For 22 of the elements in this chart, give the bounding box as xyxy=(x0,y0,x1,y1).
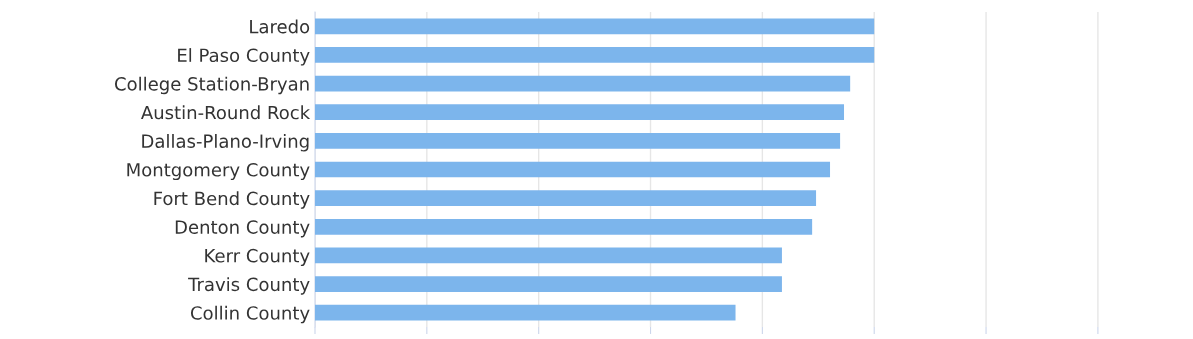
y-tick-label: College Station-Bryan xyxy=(114,76,309,95)
y-tick-label: Kerr County xyxy=(205,248,310,267)
bar xyxy=(315,190,817,207)
bar xyxy=(315,18,875,35)
bar xyxy=(315,276,782,292)
y-tick-label: Collin County xyxy=(190,305,310,324)
y-tick-label: Montgomery County xyxy=(127,162,310,181)
bar xyxy=(315,161,831,178)
y-tick-label: Laredo xyxy=(250,19,310,34)
y-tick-label: Denton County xyxy=(175,220,310,238)
bar xyxy=(315,75,851,92)
y-tick-label: El Paso County xyxy=(178,48,310,66)
y-tick-label: Fort Bend County xyxy=(154,191,310,209)
bar xyxy=(315,47,875,63)
bar xyxy=(315,132,841,149)
bar xyxy=(315,104,845,121)
bar xyxy=(315,247,782,264)
y-tick-label: Dallas-Plano-Irving xyxy=(142,134,309,152)
y-tick-label: Austin-Round Rock xyxy=(141,105,311,120)
bar xyxy=(315,218,813,235)
y-tick-label: Travis County xyxy=(188,277,310,295)
bar xyxy=(315,304,736,321)
